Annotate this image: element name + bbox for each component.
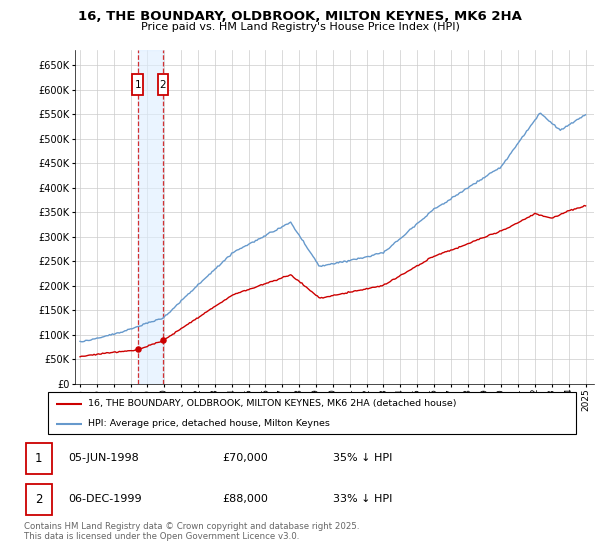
Bar (158, 74, 169, 96)
Text: 16, THE BOUNDARY, OLDBROOK, MILTON KEYNES, MK6 2HA: 16, THE BOUNDARY, OLDBROOK, MILTON KEYNE… (78, 10, 522, 23)
Text: 16, THE BOUNDARY, OLDBROOK, MILTON KEYNES, MK6 2HA (detached house): 16, THE BOUNDARY, OLDBROOK, MILTON KEYNE… (88, 399, 456, 408)
Text: HPI: Average price, detached house, Milton Keynes: HPI: Average price, detached house, Milt… (88, 419, 329, 428)
Text: £88,000: £88,000 (223, 494, 269, 504)
Bar (133, 74, 143, 96)
Text: 05-JUN-1998: 05-JUN-1998 (68, 454, 139, 464)
Text: 2: 2 (160, 80, 166, 90)
Text: Contains HM Land Registry data © Crown copyright and database right 2025.
This d: Contains HM Land Registry data © Crown c… (24, 522, 359, 542)
Text: 33% ↓ HPI: 33% ↓ HPI (333, 494, 392, 504)
Text: 2: 2 (35, 493, 43, 506)
Text: £70,000: £70,000 (223, 454, 268, 464)
Point (158, 336, 168, 345)
Bar (138, 50, 163, 384)
Text: 35% ↓ HPI: 35% ↓ HPI (333, 454, 392, 464)
Text: 1: 1 (134, 80, 141, 90)
Bar (26, 443, 52, 474)
Text: 1: 1 (35, 452, 43, 465)
Text: Price paid vs. HM Land Registry's House Price Index (HPI): Price paid vs. HM Land Registry's House … (140, 22, 460, 32)
Text: 06-DEC-1999: 06-DEC-1999 (68, 494, 142, 504)
Bar (26, 483, 52, 515)
Point (133, 345, 143, 354)
